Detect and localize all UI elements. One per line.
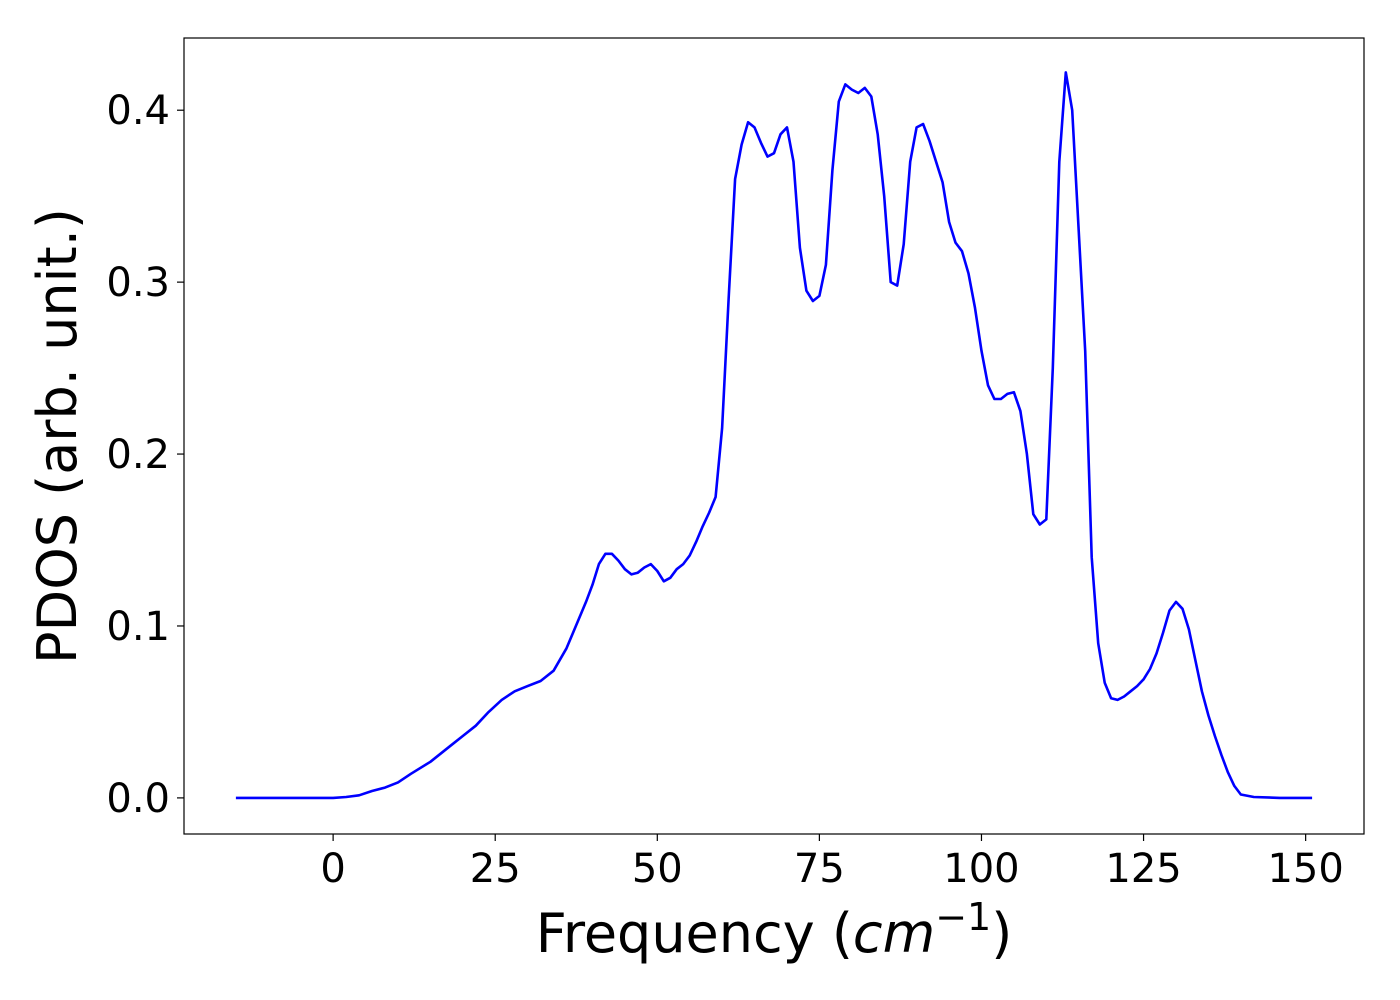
pdos-series-line [235,71,1313,800]
x-axis-ticks: 0 25 50 75 100 125 150 [320,834,1344,892]
x-axis-unit-base: cm [853,902,935,965]
x-tick-label: 0 [320,846,345,892]
y-tick-label: 0.1 [106,604,170,650]
x-axis-title: Frequency (cm−1) [536,895,1013,965]
x-tick-label: 75 [794,846,845,892]
y-axis-title: PDOS (arb. unit.) [26,208,89,664]
plot-frame [183,37,1365,835]
plot-layer [235,71,1313,800]
y-tick-label: 0.0 [106,776,170,822]
y-tick-label: 0.3 [106,260,170,306]
y-tick-label: 0.4 [106,88,170,134]
x-tick-label: 25 [470,846,521,892]
x-tick-label: 150 [1267,846,1343,892]
x-tick-label: 50 [632,846,683,892]
y-tick-label: 0.2 [106,432,170,478]
x-tick-label: 125 [1105,846,1181,892]
x-axis-unit-exponent: −1 [935,895,991,939]
x-tick-label: 100 [943,846,1019,892]
y-axis-ticks: 0.0 0.1 0.2 0.3 0.4 [106,88,184,822]
